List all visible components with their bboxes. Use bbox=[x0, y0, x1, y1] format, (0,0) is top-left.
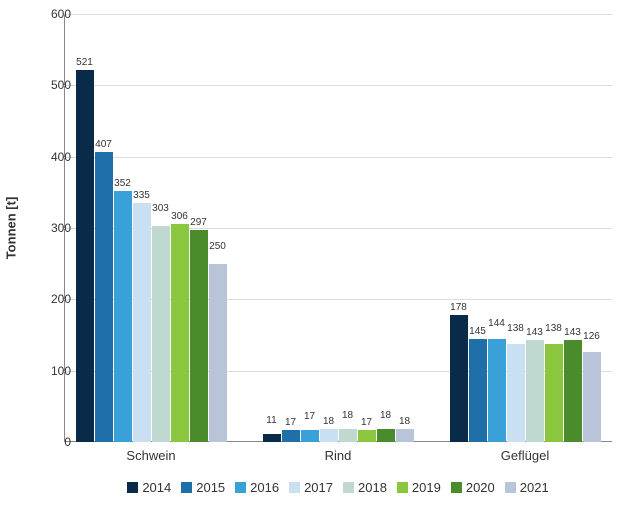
bar-value-label: 138 bbox=[545, 323, 562, 334]
category-label: Rind bbox=[325, 448, 352, 463]
y-tick-label: 600 bbox=[31, 7, 71, 21]
bar: 250 bbox=[209, 264, 227, 442]
bar: 18 bbox=[377, 429, 395, 442]
bar-value-label: 143 bbox=[526, 327, 543, 338]
bar-value-label: 145 bbox=[469, 326, 486, 337]
legend-swatch bbox=[289, 482, 300, 493]
chart-container: Tonnen [t] Schwein5214073523353033062972… bbox=[0, 0, 627, 506]
legend-item: 2018 bbox=[343, 480, 387, 495]
bar: 144 bbox=[488, 339, 506, 442]
category-label: Geflügel bbox=[501, 448, 549, 463]
bar: 18 bbox=[396, 429, 414, 442]
bar: 521 bbox=[76, 70, 94, 442]
bar-value-label: 297 bbox=[190, 217, 207, 228]
plot-area: Schwein521407352335303306297250Rind11171… bbox=[64, 14, 612, 442]
bar: 126 bbox=[583, 352, 601, 442]
bar: 352 bbox=[114, 191, 132, 442]
legend-label: 2021 bbox=[520, 480, 549, 495]
bar: 18 bbox=[339, 429, 357, 442]
legend: 2014 2015 2016 2017 2018 2019 2020 2021 bbox=[64, 480, 612, 498]
y-axis-title: Tonnen [t] bbox=[4, 197, 19, 260]
legend-item: 2019 bbox=[397, 480, 441, 495]
bar-value-label: 18 bbox=[399, 416, 410, 427]
bar: 178 bbox=[450, 315, 468, 442]
bar: 143 bbox=[564, 340, 582, 442]
bar-value-label: 306 bbox=[171, 211, 188, 222]
legend-label: 2014 bbox=[142, 480, 171, 495]
bar: 138 bbox=[545, 344, 563, 442]
bar-value-label: 17 bbox=[361, 417, 372, 428]
y-tick-label: 300 bbox=[31, 221, 71, 235]
legend-label: 2019 bbox=[412, 480, 441, 495]
bar-value-label: 17 bbox=[304, 411, 315, 422]
legend-label: 2018 bbox=[358, 480, 387, 495]
legend-item: 2021 bbox=[505, 480, 549, 495]
bar: 407 bbox=[95, 152, 113, 442]
y-tick-label: 400 bbox=[31, 150, 71, 164]
y-tick-label: 0 bbox=[31, 435, 71, 449]
bar-value-label: 17 bbox=[285, 417, 296, 428]
bar: 18 bbox=[320, 429, 338, 442]
bar-value-label: 407 bbox=[95, 139, 112, 150]
legend-swatch bbox=[235, 482, 246, 493]
y-tick-label: 500 bbox=[31, 78, 71, 92]
bar: 143 bbox=[526, 340, 544, 442]
bar-value-label: 250 bbox=[209, 241, 226, 252]
legend-swatch bbox=[127, 482, 138, 493]
y-tick-label: 200 bbox=[31, 292, 71, 306]
legend-label: 2016 bbox=[250, 480, 279, 495]
bar-group: Schwein521407352335303306297250 bbox=[76, 14, 227, 442]
bar-value-label: 143 bbox=[564, 327, 581, 338]
bar-value-label: 18 bbox=[380, 410, 391, 421]
bar: 145 bbox=[469, 339, 487, 442]
legend-item: 2020 bbox=[451, 480, 495, 495]
bar-value-label: 138 bbox=[507, 323, 524, 334]
legend-item: 2017 bbox=[289, 480, 333, 495]
legend-item: 2014 bbox=[127, 480, 171, 495]
bar-value-label: 18 bbox=[323, 416, 334, 427]
legend-swatch bbox=[181, 482, 192, 493]
bar-group: Geflügel178145144138143138143126 bbox=[450, 14, 601, 442]
legend-swatch bbox=[397, 482, 408, 493]
bar: 17 bbox=[358, 430, 376, 442]
legend-label: 2017 bbox=[304, 480, 333, 495]
legend-item: 2016 bbox=[235, 480, 279, 495]
legend-swatch bbox=[343, 482, 354, 493]
legend-item: 2015 bbox=[181, 480, 225, 495]
legend-label: 2020 bbox=[466, 480, 495, 495]
bar: 306 bbox=[171, 224, 189, 442]
bar-group: Rind1117171818171818 bbox=[263, 14, 414, 442]
bar: 11 bbox=[263, 434, 281, 442]
legend-label: 2015 bbox=[196, 480, 225, 495]
bar: 17 bbox=[301, 430, 319, 442]
bar-value-label: 335 bbox=[133, 190, 150, 201]
bar: 297 bbox=[190, 230, 208, 442]
bar-value-label: 144 bbox=[488, 318, 505, 329]
bar: 303 bbox=[152, 226, 170, 442]
bar-value-label: 18 bbox=[342, 410, 353, 421]
y-tick-label: 100 bbox=[31, 364, 71, 378]
bar-value-label: 303 bbox=[152, 203, 169, 214]
legend-swatch bbox=[451, 482, 462, 493]
bar: 138 bbox=[507, 344, 525, 442]
bar-value-label: 11 bbox=[266, 415, 276, 426]
bar-value-label: 126 bbox=[583, 331, 600, 342]
legend-swatch bbox=[505, 482, 516, 493]
bar-value-label: 521 bbox=[76, 57, 93, 68]
bar: 335 bbox=[133, 203, 151, 442]
bar: 17 bbox=[282, 430, 300, 442]
bar-value-label: 352 bbox=[114, 178, 131, 189]
bar-value-label: 178 bbox=[450, 302, 467, 313]
category-label: Schwein bbox=[126, 448, 175, 463]
